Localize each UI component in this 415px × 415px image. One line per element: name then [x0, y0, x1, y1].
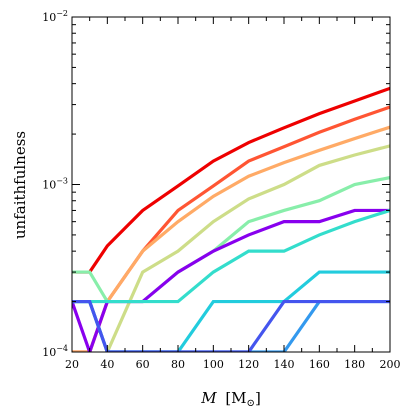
x-tick-label: 140 [274, 358, 295, 371]
plot-frame [71, 16, 391, 353]
y-tick-label: 10−4 [42, 344, 68, 359]
x-tick-label: 60 [136, 358, 150, 371]
x-tick-label: 40 [100, 358, 114, 371]
x-axis-label-sub: ⊙ [247, 398, 255, 409]
series-line-7 [72, 208, 390, 304]
x-axis-label-unit: [M [225, 389, 246, 407]
x-tick-label: 100 [203, 358, 224, 371]
series-line-1 [72, 86, 390, 274]
x-tick-label: 180 [344, 358, 365, 371]
series-line-6 [72, 208, 390, 352]
x-tick-label: 80 [171, 358, 185, 371]
x-tick-label: 160 [309, 358, 330, 371]
x-tick-label: 200 [380, 358, 401, 371]
x-axis-label-var: M [200, 389, 217, 407]
x-tick-label: 20 [65, 358, 79, 371]
y-axis-label: unfaithfulness [11, 131, 29, 239]
x-axis-label: M [M⊙] [200, 389, 261, 409]
x-axis-label-close: ] [255, 389, 261, 407]
tick-label-layer: 20 40 60 80 100 120 140 160 180 200 10−4 10−3 10−2 [42, 9, 400, 371]
x-tick-label: 120 [238, 358, 259, 371]
series-line-10 [72, 299, 390, 352]
series-layer [72, 86, 390, 352]
y-tick-label: 10−3 [42, 177, 68, 192]
y-tick-label: 10−2 [42, 9, 68, 24]
